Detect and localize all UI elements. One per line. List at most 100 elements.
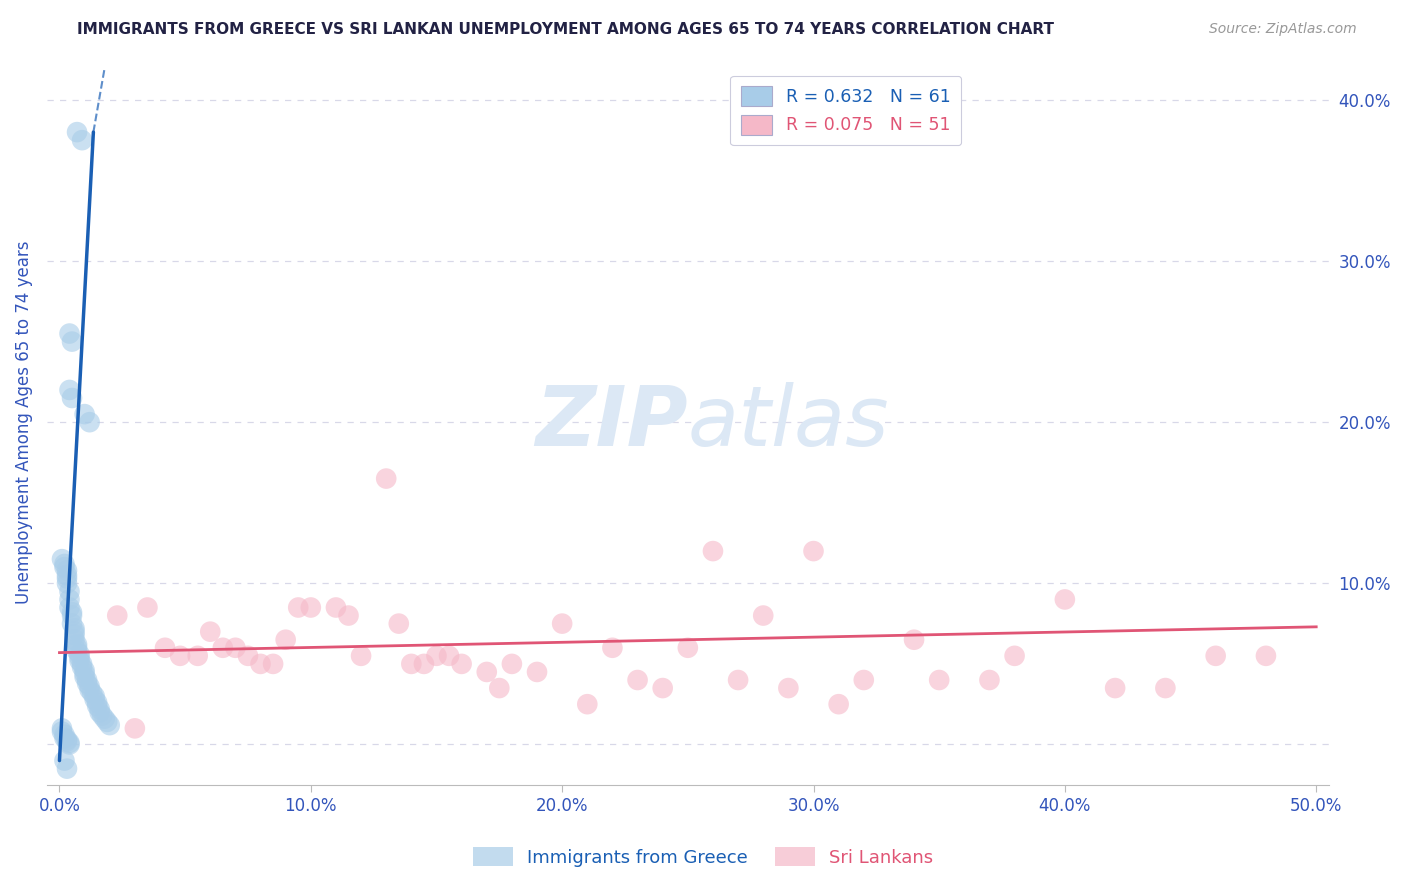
Point	[702, 544, 724, 558]
Point	[1254, 648, 1277, 663]
Point	[96, 714, 118, 729]
Legend: Immigrants from Greece, Sri Lankans: Immigrants from Greece, Sri Lankans	[465, 840, 941, 874]
Point	[79, 682, 101, 697]
Point	[626, 673, 648, 687]
Point	[58, 600, 80, 615]
Point	[1053, 592, 1076, 607]
Point	[274, 632, 297, 647]
Point	[1154, 681, 1177, 695]
Point	[56, 762, 79, 776]
Point	[602, 640, 624, 655]
Point	[56, 576, 79, 591]
Point	[66, 125, 89, 139]
Point	[53, 560, 76, 574]
Point	[388, 616, 411, 631]
Point	[73, 666, 96, 681]
Point	[69, 654, 91, 668]
Point	[63, 624, 86, 639]
Legend: R = 0.632   N = 61, R = 0.075   N = 51: R = 0.632 N = 61, R = 0.075 N = 51	[731, 76, 962, 145]
Point	[53, 731, 76, 745]
Point	[979, 673, 1001, 687]
Point	[325, 600, 347, 615]
Text: ZIP: ZIP	[536, 382, 688, 463]
Point	[53, 754, 76, 768]
Point	[51, 552, 73, 566]
Point	[76, 673, 98, 687]
Point	[401, 657, 423, 671]
Point	[413, 657, 436, 671]
Point	[82, 686, 104, 700]
Point	[262, 657, 284, 671]
Point	[1104, 681, 1126, 695]
Point	[124, 722, 146, 736]
Point	[249, 657, 271, 671]
Point	[551, 616, 574, 631]
Point	[56, 563, 79, 577]
Point	[86, 698, 108, 713]
Point	[58, 584, 80, 599]
Point	[69, 650, 91, 665]
Point	[676, 640, 699, 655]
Point	[83, 689, 105, 703]
Point	[93, 712, 115, 726]
Point	[903, 632, 925, 647]
Point	[375, 472, 398, 486]
Point	[827, 697, 849, 711]
Point	[89, 702, 111, 716]
Point	[63, 628, 86, 642]
Point	[73, 664, 96, 678]
Point	[752, 608, 775, 623]
Point	[56, 572, 79, 586]
Point	[63, 632, 86, 647]
Point	[56, 734, 79, 748]
Text: IMMIGRANTS FROM GREECE VS SRI LANKAN UNEMPLOYMENT AMONG AGES 65 TO 74 YEARS CORR: IMMIGRANTS FROM GREECE VS SRI LANKAN UNE…	[77, 22, 1054, 37]
Point	[928, 673, 950, 687]
Point	[66, 644, 89, 658]
Point	[70, 657, 93, 671]
Point	[136, 600, 159, 615]
Point	[236, 648, 259, 663]
Point	[526, 665, 548, 679]
Point	[153, 640, 176, 655]
Point	[437, 648, 460, 663]
Point	[224, 640, 246, 655]
Text: Source: ZipAtlas.com: Source: ZipAtlas.com	[1209, 22, 1357, 37]
Point	[450, 657, 472, 671]
Point	[105, 608, 128, 623]
Point	[73, 670, 96, 684]
Point	[337, 608, 360, 623]
Point	[63, 622, 86, 636]
Point	[60, 391, 83, 405]
Point	[60, 616, 83, 631]
Point	[66, 640, 89, 655]
Point	[778, 681, 800, 695]
Point	[89, 705, 111, 719]
Point	[187, 648, 209, 663]
Point	[60, 608, 83, 623]
Point	[60, 334, 83, 349]
Text: atlas: atlas	[688, 382, 890, 463]
Point	[51, 724, 73, 739]
Point	[58, 738, 80, 752]
Point	[169, 648, 191, 663]
Point	[852, 673, 875, 687]
Y-axis label: Unemployment Among Ages 65 to 74 years: Unemployment Among Ages 65 to 74 years	[15, 241, 32, 604]
Point	[83, 692, 105, 706]
Point	[98, 718, 121, 732]
Point	[287, 600, 309, 615]
Point	[651, 681, 673, 695]
Point	[56, 732, 79, 747]
Point	[53, 557, 76, 571]
Point	[200, 624, 222, 639]
Point	[425, 648, 447, 663]
Point	[86, 696, 108, 710]
Point	[58, 326, 80, 341]
Point	[475, 665, 498, 679]
Point	[501, 657, 523, 671]
Point	[91, 708, 114, 723]
Point	[76, 676, 98, 690]
Point	[56, 568, 79, 582]
Point	[1004, 648, 1026, 663]
Point	[350, 648, 373, 663]
Point	[299, 600, 322, 615]
